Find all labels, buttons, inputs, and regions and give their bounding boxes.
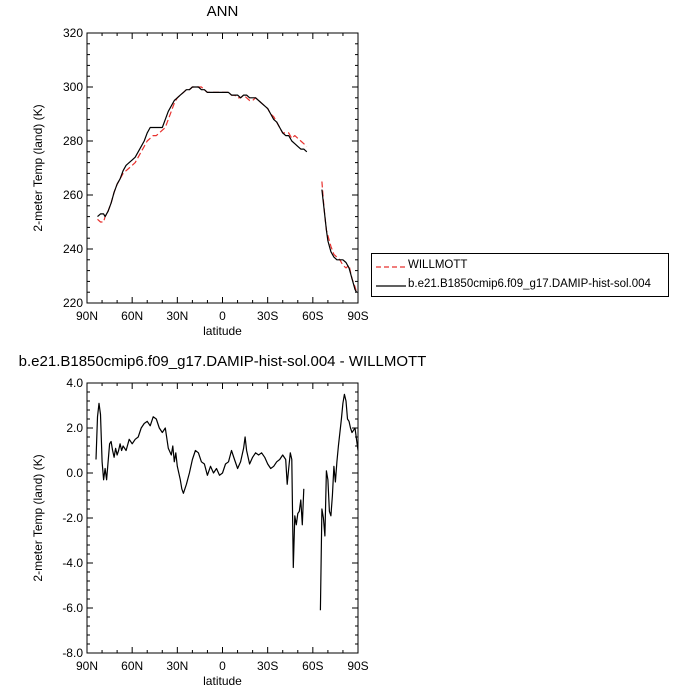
top-plot-frame xyxy=(86,32,359,304)
bottom-x-tick-label: 30S xyxy=(257,659,278,673)
bottom-series-difference-line xyxy=(95,402,305,569)
bottom-series-difference-line xyxy=(319,393,359,611)
bottom-y-tick-label: -6.0 xyxy=(62,601,83,615)
top-x-tick-label: 90N xyxy=(76,309,98,323)
bottom-y-tick-label: 2.0 xyxy=(66,421,83,435)
bottom-x-tick-label: 90S xyxy=(347,659,368,673)
bottom-chart-title: b.e21.B1850cmip6.f09_g17.DAMIP-hist-sol.… xyxy=(19,353,427,370)
bottom-y-tick-label: -8.0 xyxy=(62,646,83,660)
legend-label-willmott: WILLMOTT xyxy=(408,259,468,271)
bottom-plot-frame xyxy=(86,382,359,654)
bottom-x-tick-label: 60S xyxy=(302,659,323,673)
top-y-tick-label: 220 xyxy=(63,296,83,310)
top-x-axis-label: latitude xyxy=(203,324,242,338)
bottom-x-axis-label: latitude xyxy=(203,674,242,688)
top-y-tick-label: 280 xyxy=(63,134,83,148)
bottom-y-tick-label: 0.0 xyxy=(66,466,83,480)
top-x-tick-label: 30N xyxy=(166,309,188,323)
top-x-tick-label: 60N xyxy=(121,309,143,323)
bottom-y-tick-label: 4.0 xyxy=(66,376,83,390)
bottom-x-tick-label: 0 xyxy=(219,659,226,673)
bottom-x-tick-label: 90N xyxy=(76,659,98,673)
top-series-b-e21-b1850cmip6-f09-g17-damip-hist-sol-004-line xyxy=(321,189,358,293)
top-x-tick-label: 90S xyxy=(347,309,368,323)
top-series-willmott-line xyxy=(97,86,308,223)
top-y-tick-label: 300 xyxy=(63,80,83,94)
bottom-y-axis-label: 2-meter Temp (land) (K) xyxy=(31,454,45,581)
top-y-tick-label: 240 xyxy=(63,242,83,256)
bottom-x-tick-label: 30N xyxy=(166,659,188,673)
top-series-b-e21-b1850cmip6-f09-g17-damip-hist-sol-004-line xyxy=(97,86,308,218)
top-y-tick-label: 260 xyxy=(63,188,83,202)
top-x-tick-label: 60S xyxy=(302,309,323,323)
bottom-y-tick-label: -2.0 xyxy=(62,511,83,525)
bottom-x-tick-label: 60N xyxy=(121,659,143,673)
bottom-y-tick-label: -4.0 xyxy=(62,556,83,570)
legend: WILLMOTT b.e21.B1850cmip6.f09_g17.DAMIP-… xyxy=(371,253,669,297)
top-chart-title: ANN xyxy=(207,3,239,20)
top-y-axis-label: 2-meter Temp (land) (K) xyxy=(31,104,45,231)
legend-label-model: b.e21.B1850cmip6.f09_g17.DAMIP-hist-sol.… xyxy=(408,278,651,290)
top-x-tick-label: 30S xyxy=(257,309,278,323)
top-y-tick-label: 320 xyxy=(63,26,83,40)
top-x-tick-label: 0 xyxy=(219,309,226,323)
